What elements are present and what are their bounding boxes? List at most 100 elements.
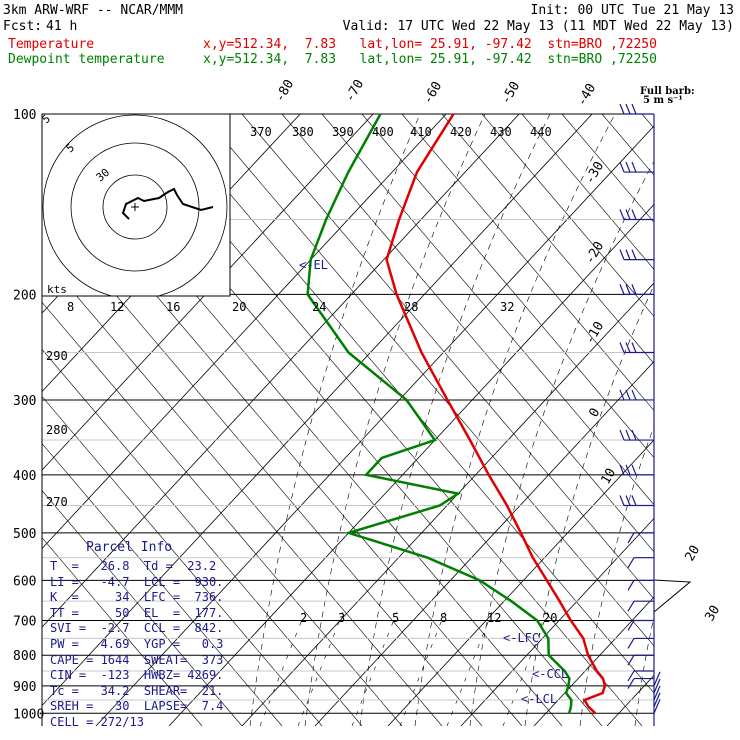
wind-barb <box>619 103 654 115</box>
parcel-info-row: LI = -4.7 LCL = 930. <box>50 574 224 589</box>
wind-barb <box>619 161 654 173</box>
dry-adiabat <box>561 114 654 223</box>
wind-barb <box>627 677 654 689</box>
hodo-scale-label: 24 <box>312 300 326 314</box>
pressure-label: 600 <box>13 574 36 589</box>
isotherm-label: -60 <box>420 79 445 107</box>
wind-barb <box>627 637 654 649</box>
hodo-ring-mid <box>70 142 200 272</box>
pressure-label: 700 <box>13 614 36 629</box>
dry-adiabat <box>42 348 363 726</box>
hodo-scale-label: 20 <box>232 300 246 314</box>
valid-time: Valid: 17 UTC Wed 22 May 13 (11 MDT Wed … <box>342 19 734 34</box>
parcel-info-row: CIN = -123 HWBZ= 4269. <box>50 668 224 683</box>
theta-label: 430 <box>490 125 512 139</box>
wind-barb <box>619 284 654 296</box>
dry-adiabat <box>321 114 654 506</box>
hodo-ring-large <box>42 114 228 296</box>
lcl-marker: <-LCL <box>521 692 558 706</box>
dry-adiabat <box>42 537 203 726</box>
parcel-info-row: TT = 50 EL = 177. <box>50 605 224 620</box>
theta-label: 370 <box>250 125 272 139</box>
mixing-ratio-line <box>297 611 344 726</box>
barb-legend-units: 5 m s⁻¹ <box>643 95 683 106</box>
wind-barb <box>653 699 661 714</box>
temperature-legend: Temperature <box>8 37 95 52</box>
isotherm-label: -30 <box>582 159 607 187</box>
dewpoint-location: x,y=512.34, 7.83 lat,lon= 25.91, -97.42 … <box>203 52 657 67</box>
isotherm-line <box>606 674 654 726</box>
dry-adiabat <box>42 301 403 726</box>
parcel-info-row: K = 34 LFC = 736. <box>50 590 224 605</box>
wind-barb <box>619 249 654 261</box>
hodo-scale-label: 16 <box>166 300 180 314</box>
isotherm-label: 20 <box>682 543 703 564</box>
mixing-ratio-label: 20 <box>543 611 557 625</box>
dewpoint-profile <box>306 113 573 714</box>
pressure-label: 200 <box>13 288 36 303</box>
pressure-label: 500 <box>13 527 36 542</box>
hodo-scale-label: 12 <box>110 300 124 314</box>
dry-adiabat <box>42 443 283 726</box>
isotherm-line <box>95 125 654 726</box>
moist-adiabat <box>469 160 654 726</box>
dry-adiabat <box>722 114 740 726</box>
parcel-info-box: Parcel Info T = 26.8 Td = 23.2 LI = -4.7 … <box>42 537 267 729</box>
wind-barb <box>627 600 654 612</box>
init-time: Init: 00 UTC Tue 21 May 13 <box>530 3 735 18</box>
isotherm-label: -50 <box>498 79 523 107</box>
isotherm-label: 30 <box>702 603 723 624</box>
dry-adiabat <box>361 114 654 459</box>
isotherm-label: -40 <box>574 81 599 109</box>
isotherm-label: -10 <box>582 319 607 347</box>
wind-barb <box>627 619 654 631</box>
wind-barb <box>653 671 661 687</box>
el-marker: <-EL <box>299 258 328 272</box>
wind-barbs <box>619 103 661 726</box>
isotherm-line <box>314 360 654 726</box>
mixing-ratio-line <box>502 611 549 726</box>
dry-adiabat <box>521 114 654 270</box>
hodo-units: kts <box>47 283 67 296</box>
theta-label: 410 <box>410 125 432 139</box>
mixing-ratio-line <box>399 611 446 726</box>
mixing-ratio-label: 5 <box>392 611 399 625</box>
isotherm-line <box>241 282 654 726</box>
parcel-info-row: PW = 4.69 YGP = 0.3 <box>50 637 224 651</box>
wind-barb <box>653 678 661 694</box>
hodograph-trace <box>121 187 214 220</box>
isotherm-label: 10 <box>598 466 619 487</box>
isotherm-line <box>387 439 654 726</box>
model-title: 3km ARW-WRF -- NCAR/MMM <box>3 3 184 18</box>
wind-barb <box>627 670 654 682</box>
mixing-ratio-line <box>259 611 306 726</box>
mixing-ratio-line <box>351 611 398 726</box>
mixing-ratio-label: 2 <box>300 611 307 625</box>
wind-barb <box>627 532 654 544</box>
wind-barb <box>619 464 654 476</box>
dry-adiabat <box>682 114 740 726</box>
isobar-grid <box>41 113 692 726</box>
dry-adiabat <box>401 114 654 412</box>
parcel-info-row: SREH = 30 LAPSE= 7.4 <box>50 699 224 714</box>
mixing-ratio-line <box>446 611 493 726</box>
hodo-scale-label: 28 <box>404 300 418 314</box>
forecast-hours: 41 h <box>46 19 78 34</box>
pressure-label: 300 <box>13 394 36 409</box>
dewpoint-legend: Dewpoint temperature <box>8 52 165 67</box>
pressure-label: 800 <box>13 649 36 664</box>
isotherm-line <box>460 517 654 726</box>
temperature-profile <box>385 113 607 715</box>
wind-barb <box>619 429 654 441</box>
isotherm-line <box>533 596 654 726</box>
theta-label: 380 <box>292 125 314 139</box>
parcel-info-row: CAPE = 1644 SWEAT= 373 <box>50 652 224 667</box>
theta-left-label: 290 <box>46 349 68 363</box>
dry-adiabat <box>241 114 654 600</box>
theta-left-label: 270 <box>46 495 68 509</box>
dry-adiabat <box>641 114 654 129</box>
wind-barb <box>619 495 654 507</box>
dry-adiabat <box>441 114 654 364</box>
lfc-marker: <-LFC <box>503 631 540 645</box>
